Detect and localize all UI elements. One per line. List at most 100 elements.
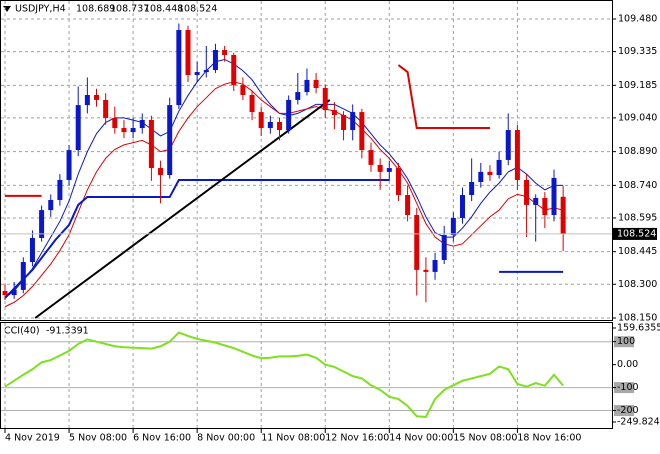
y-tick-label: -249.8241	[617, 417, 660, 428]
x-tick-label: 15 Nov 08:00	[453, 433, 517, 444]
candle-body	[432, 259, 438, 272]
x-tick-label: 18 Nov 16:00	[517, 433, 581, 444]
candle-body	[313, 79, 319, 89]
y-tick-label: 108.300	[618, 279, 657, 290]
candle-body	[167, 105, 173, 176]
candle-body	[231, 54, 237, 86]
y-tick-label: 109.480	[618, 14, 657, 25]
chart-header: USDJPY,H4 108.689 108.737 108.448 108.52…	[15, 4, 217, 15]
x-tick-label: 6 Nov 16:00	[133, 433, 191, 444]
high: 108.737	[110, 4, 149, 15]
candle-body	[505, 130, 511, 160]
candle-body	[514, 130, 520, 180]
candle-body	[359, 112, 365, 151]
candle-body	[194, 72, 200, 75]
price-box-label: 108.524	[617, 228, 656, 239]
candle-body	[75, 105, 81, 151]
candle-body	[203, 70, 209, 73]
x-tick-label: 5 Nov 08:00	[69, 433, 127, 444]
line	[34, 99, 331, 319]
candle-body	[11, 289, 17, 296]
candle-body	[542, 197, 548, 216]
x-tick-label: 4 Nov 2019	[5, 433, 60, 444]
x-tick-label: 11 Nov 08:00	[261, 433, 325, 444]
price-box	[613, 227, 657, 240]
main-frame	[0, 0, 613, 321]
low: 108.448	[144, 4, 183, 15]
symbol: USDJPY,H4	[15, 4, 66, 15]
indicator-value: -91.3391	[46, 326, 89, 337]
y-tick-label: 159.6355	[617, 323, 660, 334]
x-tick-label: 14 Nov 00:00	[389, 433, 453, 444]
candle-body	[48, 199, 54, 211]
candle-body	[377, 164, 383, 172]
candle-body	[350, 112, 356, 131]
line	[4, 81, 564, 308]
y-tick-label: 108.150	[618, 313, 657, 324]
candle-body	[277, 121, 282, 131]
candle-body	[405, 195, 411, 216]
candle-body	[212, 50, 218, 71]
candle-body	[368, 150, 374, 165]
y-tick-label: 108.890	[618, 146, 657, 157]
candle-body	[258, 112, 264, 129]
candle-body	[295, 92, 301, 100]
candle-body	[57, 179, 63, 200]
candle-body	[112, 117, 118, 129]
candle-body	[386, 168, 392, 172]
candle-body	[423, 269, 429, 272]
candle-body	[249, 94, 255, 113]
candle-body	[304, 79, 310, 93]
candle-body	[103, 99, 109, 118]
line	[5, 64, 490, 197]
candle-body	[496, 159, 502, 176]
indicator-frame	[0, 322, 613, 429]
x-tick-label: 12 Nov 16:00	[325, 433, 389, 444]
candle-body	[450, 217, 456, 236]
y-tick-label: 100	[617, 336, 635, 347]
candle-body	[267, 121, 273, 129]
candle-body	[176, 30, 182, 106]
x-tick-label: 8 Nov 00:00	[197, 433, 255, 444]
candle-body	[130, 128, 136, 133]
y-tick-label: 109.040	[618, 112, 657, 123]
candle-body	[441, 235, 447, 260]
candle-body	[341, 114, 347, 131]
candle-body	[395, 168, 401, 196]
y-tick-label: 108.445	[618, 246, 657, 257]
candle-body	[29, 237, 35, 263]
candle-body	[460, 195, 465, 218]
candle-body	[139, 119, 145, 129]
y-tick-label: 109.185	[618, 80, 657, 91]
candle-body	[222, 50, 228, 55]
candle-body	[286, 99, 292, 131]
indicator-label: CCI(40)	[4, 326, 40, 337]
candle-body	[158, 168, 164, 176]
candle-body	[469, 181, 475, 196]
y-tick-label: 0.00	[617, 359, 638, 370]
candle-body	[560, 196, 566, 234]
y-tick-label: 108.595	[618, 212, 657, 223]
line	[4, 178, 564, 299]
y-tick-label: -200	[617, 405, 639, 416]
y-tick-label: 108.740	[618, 180, 657, 191]
open: 108.689	[76, 4, 115, 15]
line	[4, 58, 564, 299]
candle-body	[148, 119, 154, 169]
candle-body	[185, 30, 191, 75]
candle-body	[240, 85, 246, 95]
candle-body	[66, 150, 72, 180]
candle-body	[121, 128, 127, 133]
candle-body	[478, 171, 484, 182]
level-box	[614, 336, 634, 348]
candle-body	[2, 291, 8, 296]
candle-body	[487, 171, 493, 176]
candle-body	[524, 179, 530, 205]
candle-body	[533, 197, 539, 205]
candle-body	[20, 262, 26, 290]
candle-body	[94, 94, 99, 100]
candle-body	[414, 215, 420, 270]
